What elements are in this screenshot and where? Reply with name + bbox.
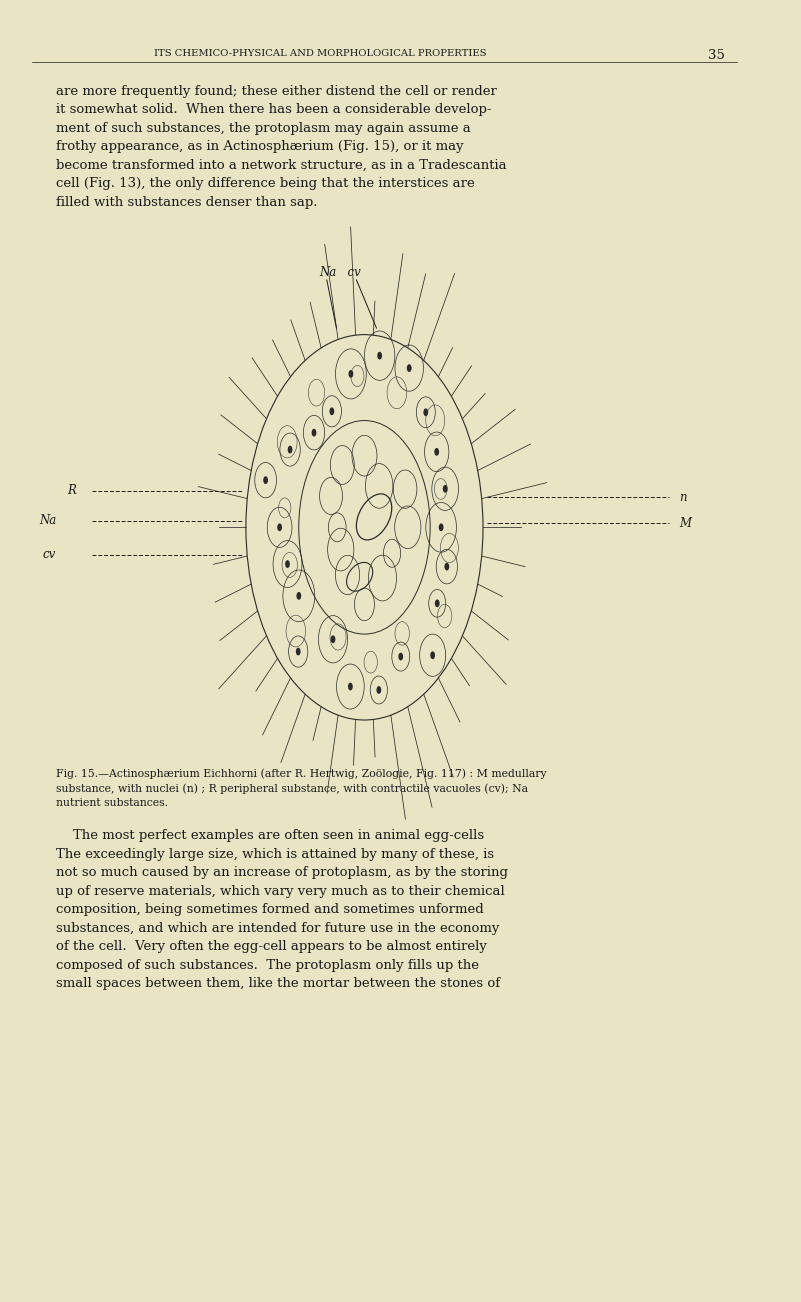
Text: are more frequently found; these either distend the cell or render
it somewhat s: are more frequently found; these either … (56, 85, 507, 208)
Circle shape (439, 523, 444, 531)
Circle shape (424, 409, 429, 417)
Circle shape (312, 428, 316, 436)
Circle shape (277, 523, 282, 531)
Circle shape (376, 686, 381, 694)
Circle shape (331, 635, 336, 643)
Circle shape (296, 647, 300, 655)
Circle shape (434, 448, 439, 456)
Circle shape (285, 560, 290, 568)
Text: M: M (679, 517, 691, 530)
Text: Na   cv: Na cv (320, 266, 361, 279)
Circle shape (435, 599, 440, 607)
Circle shape (398, 652, 403, 660)
Circle shape (443, 484, 448, 492)
Text: cv: cv (42, 548, 56, 561)
Circle shape (264, 477, 268, 484)
Text: Na: Na (38, 514, 56, 527)
Text: 35: 35 (708, 49, 726, 62)
Circle shape (377, 352, 382, 359)
Text: R: R (67, 484, 76, 497)
Circle shape (348, 682, 352, 690)
Circle shape (407, 365, 412, 372)
Text: n: n (679, 491, 687, 504)
Circle shape (288, 445, 292, 453)
Circle shape (348, 370, 353, 378)
Circle shape (430, 651, 435, 659)
Circle shape (329, 408, 334, 415)
Circle shape (296, 592, 301, 600)
Circle shape (445, 562, 449, 570)
Text: ITS CHEMICO-PHYSICAL AND MORPHOLOGICAL PROPERTIES: ITS CHEMICO-PHYSICAL AND MORPHOLOGICAL P… (154, 49, 487, 59)
Text: Fig. 15.—Actinosphærium Eichhorni (after R. Hertwig, Zoölogie, Fig. 117) : M med: Fig. 15.—Actinosphærium Eichhorni (after… (56, 768, 547, 807)
Text: The most perfect examples are often seen in animal egg-cells
The exceedingly lar: The most perfect examples are often seen… (56, 829, 508, 991)
